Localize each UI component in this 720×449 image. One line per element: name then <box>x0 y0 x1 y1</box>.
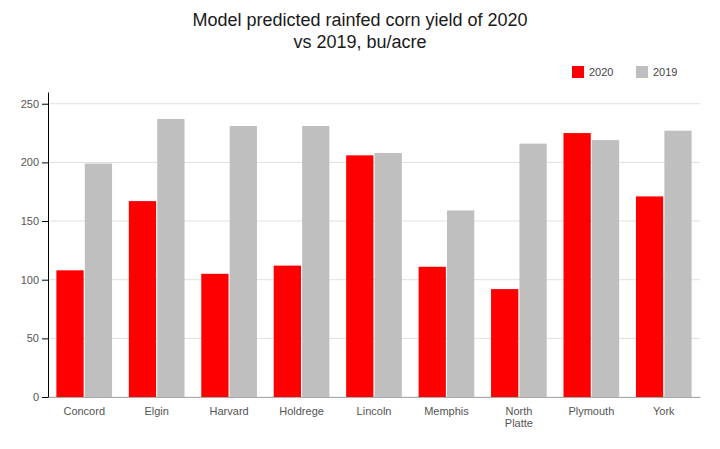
x-axis-line <box>49 397 701 398</box>
bar <box>563 133 590 397</box>
x-tick-label: Elgin <box>144 405 168 417</box>
y-tick-label: 100 <box>21 274 39 286</box>
bar <box>664 131 691 397</box>
legend-swatch <box>636 66 648 78</box>
x-tick-label-line: North <box>505 405 532 417</box>
x-tick-label-line: Harvard <box>210 405 249 417</box>
bar <box>346 155 373 397</box>
x-tick-label: Harvard <box>210 405 249 417</box>
x-tick-label: Holdrege <box>279 405 324 417</box>
y-tick-label: 200 <box>21 156 39 168</box>
grid <box>48 104 700 397</box>
x-tick: York <box>653 397 675 417</box>
chart-svg: Model predicted rainfed corn yield of 20… <box>0 0 720 449</box>
x-tick-label-line: Holdrege <box>279 405 324 417</box>
y-tick: 200 <box>21 156 48 168</box>
legend: 2020 2019 <box>572 66 677 78</box>
plot: Concord Elgin Harvard Holdrege Lincoln Memphi… <box>21 93 701 430</box>
x-tick: Holdrege <box>279 397 324 417</box>
y-tick-label: 150 <box>21 215 39 227</box>
bar <box>491 289 518 397</box>
y-tick-mark <box>42 338 48 339</box>
y-tick-mark <box>42 221 48 222</box>
title-line: Model predicted rainfed corn yield of 20… <box>192 10 527 30</box>
x-tick-label-line: Lincoln <box>357 405 392 417</box>
x-tick: Harvard <box>210 397 249 417</box>
y-axis: 0 50 100 150 200 250 <box>21 93 49 404</box>
x-tick-label: NorthPlatte <box>505 405 533 430</box>
x-axis: Concord Elgin Harvard Holdrege Lincoln Memphi… <box>49 397 701 429</box>
x-tick-label-line: Plymouth <box>568 405 614 417</box>
bars <box>56 119 691 397</box>
bar <box>85 164 112 397</box>
x-tick: Elgin <box>144 397 168 417</box>
legend-swatch <box>572 66 584 78</box>
x-tick: Lincoln <box>357 397 392 417</box>
bar <box>230 126 257 397</box>
y-axis-line <box>48 93 49 398</box>
bar <box>375 153 402 397</box>
series <box>85 119 692 397</box>
bar <box>274 266 301 397</box>
x-tick-label-line: Elgin <box>144 405 168 417</box>
x-tick-label: Plymouth <box>568 405 614 417</box>
bar <box>592 140 619 397</box>
x-tick-label-line: Concord <box>63 405 105 417</box>
x-tick-label: Concord <box>63 405 105 417</box>
title: Model predicted rainfed corn yield of 20… <box>192 10 527 52</box>
legend-label: 2019 <box>653 66 677 78</box>
x-tick-label-line: Memphis <box>424 405 469 417</box>
y-tick: 150 <box>21 215 48 227</box>
title-line: vs 2019, bu/acre <box>293 32 426 52</box>
grid-line <box>48 103 700 104</box>
x-tick-label: York <box>653 405 675 417</box>
x-tick: NorthPlatte <box>505 397 533 429</box>
x-tick-label: Memphis <box>424 405 469 417</box>
y-tick-mark <box>42 104 48 105</box>
x-tick-label-line: Platte <box>505 417 533 429</box>
bar <box>419 267 446 397</box>
series <box>56 133 663 397</box>
y-tick: 50 <box>27 332 48 344</box>
bar <box>519 144 546 397</box>
bar <box>129 201 156 397</box>
y-tick-label: 0 <box>33 391 39 403</box>
bar <box>636 196 663 397</box>
y-tick-mark <box>42 397 48 398</box>
legend-item: 2019 <box>636 66 677 78</box>
y-tick-mark <box>42 280 48 281</box>
y-tick: 0 <box>33 391 48 403</box>
y-tick-label: 250 <box>21 98 39 110</box>
y-tick: 250 <box>21 98 48 110</box>
x-tick: Memphis <box>424 397 469 417</box>
bar <box>201 274 228 397</box>
bar <box>447 210 474 397</box>
bar <box>56 270 83 397</box>
y-tick: 100 <box>21 274 48 286</box>
y-tick-mark <box>42 162 48 163</box>
x-tick-label-line: York <box>653 405 675 417</box>
legend-label: 2020 <box>589 66 613 78</box>
y-tick-label: 50 <box>27 332 39 344</box>
bar <box>157 119 184 397</box>
x-tick-label: Lincoln <box>357 405 392 417</box>
bar <box>302 126 329 397</box>
chart-container: Model predicted rainfed corn yield of 20… <box>0 0 720 449</box>
x-tick: Concord <box>63 397 105 417</box>
legend-item: 2020 <box>572 66 613 78</box>
x-tick: Plymouth <box>568 397 614 417</box>
